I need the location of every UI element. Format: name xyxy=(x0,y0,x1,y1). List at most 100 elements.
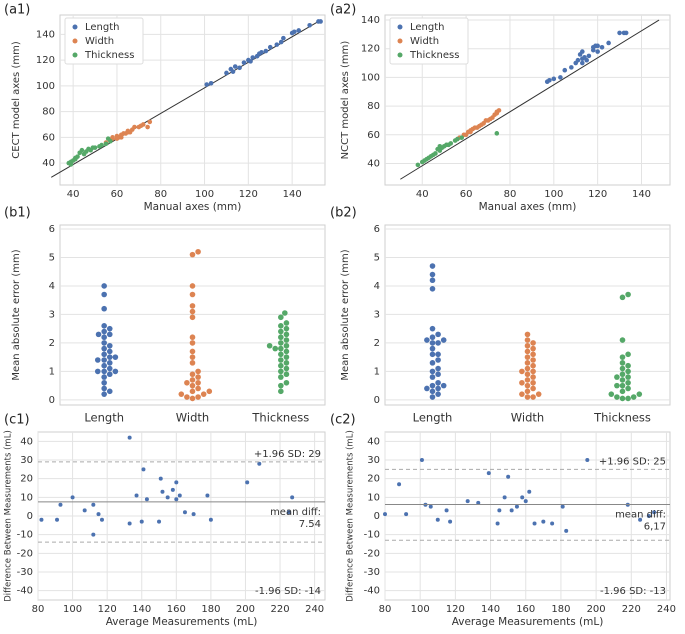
point xyxy=(139,519,144,524)
y-tick-label: 120 xyxy=(361,44,380,55)
point xyxy=(429,382,436,389)
x-tick-label: Width xyxy=(511,411,544,425)
x-axis-label: Average Measurements (mL) xyxy=(106,616,258,628)
point xyxy=(283,348,290,355)
point xyxy=(200,391,207,397)
point xyxy=(106,348,113,355)
point xyxy=(558,75,563,80)
y-tick-label: 60 xyxy=(367,130,380,141)
point xyxy=(103,141,109,147)
point xyxy=(101,379,107,386)
point xyxy=(101,374,107,380)
y-tick-label: 120 xyxy=(36,55,55,66)
x-tick-label: 180 xyxy=(201,604,220,615)
y-tick-label: 20 xyxy=(367,474,380,485)
y-tick-label: 20 xyxy=(20,474,33,485)
point xyxy=(165,495,170,500)
point xyxy=(95,331,102,338)
point xyxy=(99,142,104,148)
legend-label: Width xyxy=(85,36,114,47)
y-tick-label: 5 xyxy=(374,252,380,263)
point xyxy=(638,517,643,522)
point xyxy=(435,517,440,522)
point xyxy=(535,391,542,397)
y-tick-label: 5 xyxy=(49,252,55,263)
x-axis-label: Average Measurements (mL) xyxy=(452,616,604,628)
point xyxy=(397,482,402,487)
point xyxy=(145,124,150,130)
point xyxy=(429,388,436,395)
point xyxy=(278,368,284,375)
point xyxy=(524,377,531,383)
point xyxy=(429,271,436,278)
y-tick-label: 6 xyxy=(49,224,55,235)
point xyxy=(435,331,441,338)
point xyxy=(101,385,107,392)
point xyxy=(429,394,436,400)
point xyxy=(283,360,290,366)
point xyxy=(619,360,626,366)
y-tick-label: 140 xyxy=(36,29,55,40)
point xyxy=(189,348,196,355)
point xyxy=(283,342,290,349)
point xyxy=(195,394,201,400)
point xyxy=(595,43,600,49)
point xyxy=(625,385,631,392)
y-tick-label: 140 xyxy=(361,15,380,26)
point xyxy=(419,458,424,462)
point xyxy=(524,342,531,349)
point xyxy=(101,340,107,346)
x-tick-label: 240 xyxy=(305,604,324,615)
point xyxy=(266,342,273,349)
reference-label: -1.96 SD: -14 xyxy=(255,586,321,597)
y-tick-label: 30 xyxy=(367,455,380,466)
point xyxy=(530,340,536,346)
point xyxy=(439,145,445,151)
point xyxy=(189,251,196,258)
point xyxy=(92,145,98,150)
point xyxy=(248,59,253,64)
point xyxy=(625,379,631,386)
point xyxy=(263,48,269,54)
x-tick-label: Thickness xyxy=(593,411,651,425)
point xyxy=(189,377,196,383)
point xyxy=(82,508,87,513)
point xyxy=(283,371,290,378)
point xyxy=(278,340,284,346)
point xyxy=(527,489,532,494)
point xyxy=(524,360,531,366)
y-tick-label: 3 xyxy=(374,309,380,320)
point xyxy=(560,504,565,509)
y-tick-label: 80 xyxy=(42,107,55,118)
y-tick-label: 2 xyxy=(49,338,55,349)
point xyxy=(429,345,436,352)
point xyxy=(204,82,210,87)
point xyxy=(189,360,196,366)
panel-label: (b2) xyxy=(330,206,357,221)
point xyxy=(530,351,536,358)
point xyxy=(569,65,574,70)
point xyxy=(272,345,279,352)
x-tick-label: 140 xyxy=(132,604,151,615)
x-tick-label: 220 xyxy=(622,604,641,615)
point xyxy=(106,388,113,395)
point xyxy=(435,351,441,358)
point xyxy=(127,435,132,440)
y-axis-label: Difference Between Measurements (mL) xyxy=(4,430,14,602)
reference-label: mean diff: xyxy=(270,507,321,518)
point xyxy=(189,371,196,378)
point xyxy=(502,495,507,500)
point xyxy=(195,385,201,392)
point xyxy=(599,44,605,50)
x-tick-label: 120 xyxy=(588,189,607,200)
point xyxy=(106,325,113,332)
point xyxy=(283,337,290,343)
point xyxy=(524,331,531,338)
point xyxy=(636,391,643,397)
point xyxy=(79,147,85,153)
point xyxy=(241,60,247,65)
point xyxy=(174,497,179,502)
x-tick-label: 80 xyxy=(379,604,392,615)
point xyxy=(282,310,288,316)
point xyxy=(614,394,620,400)
